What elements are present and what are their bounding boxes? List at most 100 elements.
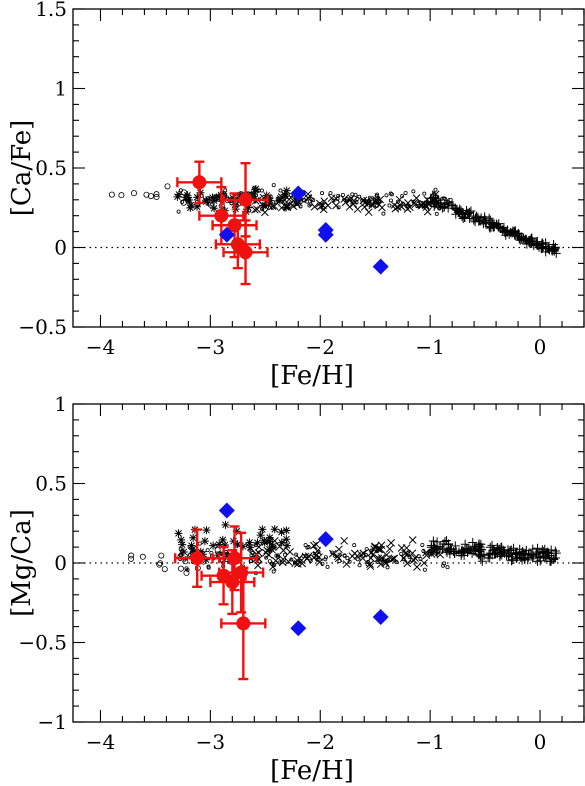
mg-ca-comparison-star <box>161 566 168 573</box>
mg-ca-comparison-star <box>535 556 545 566</box>
mg-ca-x-tick-label: −2 <box>306 730 335 754</box>
mg-ca-comparison-star <box>497 542 507 552</box>
mg-ca-y-tick-label: 0.5 <box>35 472 67 496</box>
mg-ca-comparison-star <box>310 541 318 550</box>
ca-fe-comparison-star <box>153 191 160 198</box>
ca-fe-comparison-star <box>336 205 341 210</box>
mg-ca-comparison-star <box>487 540 497 550</box>
ca-fe-comparison-star <box>210 204 219 213</box>
mg-ca-comparison-star <box>399 554 408 563</box>
mg-ca-comparison-star <box>378 554 386 562</box>
mg-ca-comparison-star <box>407 555 412 560</box>
ca-fe-comparison-star <box>270 205 275 210</box>
mg-ca-comparison-star <box>490 549 500 559</box>
ca-fe-comparison-star <box>260 207 265 212</box>
mg-ca-comparison-star <box>260 538 269 547</box>
mg-ca-comparison-star <box>277 560 282 565</box>
mg-ca-comparison-star <box>277 528 286 537</box>
ca-fe-comparison-star <box>384 193 389 198</box>
mg-ca-comparison-star <box>410 558 415 563</box>
ca-fe-comparison-star <box>236 190 245 199</box>
mg-ca-comparison-star <box>284 557 293 566</box>
ca-fe-blue-diamond-point <box>290 185 307 202</box>
mg-ca-comparison-star <box>306 545 311 550</box>
mg-ca-comparison-star <box>366 560 374 568</box>
mg-ca-comparison-star <box>375 545 384 554</box>
mg-ca-comparison-star <box>315 557 320 562</box>
ca-fe-comparison-star <box>331 198 336 203</box>
mg-ca-comparison-star <box>342 560 351 568</box>
ca-fe-comparison-star <box>108 191 115 198</box>
ca-fe-comparison-star <box>395 199 400 204</box>
ca-fe-comparison-star <box>357 194 362 199</box>
mg-ca-comparison-star <box>265 545 274 554</box>
mg-ca-data-series <box>174 502 389 681</box>
ca-fe-comparison-star <box>372 197 377 202</box>
mg-ca-comparison-star <box>298 559 303 564</box>
ca-fe-comparison-star <box>295 200 300 205</box>
mg-ca-comparison-star <box>233 540 242 549</box>
ca-fe-y-tick-label: 1.5 <box>35 0 67 21</box>
mg-ca-comparison-star <box>549 555 559 565</box>
mg-ca-comparison-star <box>363 552 368 557</box>
mg-ca-comparison-star <box>335 545 343 554</box>
ca-fe-comparison-star <box>321 206 326 211</box>
ca-fe-blue-diamond-point <box>372 258 389 275</box>
ca-fe-comparison-star <box>411 199 416 204</box>
ca-fe-red-star-point <box>222 219 269 286</box>
mg-ca-comparison-star <box>385 545 394 553</box>
ca-fe-comparison-star <box>344 199 349 204</box>
ca-fe-comparison-star <box>118 192 125 199</box>
ca-fe-comparison-star <box>193 193 202 202</box>
mg-ca-comparison-star <box>477 556 487 566</box>
ca-fe-x-tick-label: −3 <box>196 335 225 359</box>
mg-ca-comparison-star <box>275 554 280 559</box>
ca-fe-y-tick-label: −0.5 <box>18 315 67 339</box>
mg-ca-comparison-star <box>277 538 286 547</box>
mg-ca-comparison-star <box>265 533 274 542</box>
ca-fe-x-tick-label: −2 <box>306 335 335 359</box>
ca-fe-comparison-star <box>489 222 499 232</box>
ca-fe-x-ticks: −4 −3 −2 −1 0 <box>86 9 585 359</box>
ca-fe-data-series <box>176 160 389 286</box>
mg-ca-blue-diamond-point <box>317 531 334 548</box>
ca-fe-comparison-star <box>364 208 373 217</box>
mg-ca-comparison-star <box>368 551 377 559</box>
mg-ca-comparison-star <box>428 548 437 557</box>
mg-ca-comparison-star <box>177 535 186 544</box>
mg-ca-comparison-star <box>197 541 202 546</box>
mg-ca-comparison-star <box>308 559 313 564</box>
mg-ca-blue-diamond-point <box>290 620 307 637</box>
mg-ca-comparison-star <box>316 549 321 554</box>
ca-fe-comparison-star <box>387 203 392 208</box>
mg-ca-comparison-star <box>401 549 409 558</box>
ca-fe-comparison-star <box>480 212 490 222</box>
ca-fe-comparison-star <box>458 208 468 218</box>
ca-fe-comparison-star <box>442 196 447 201</box>
ca-fe-comparison-star <box>164 183 171 190</box>
mg-ca-comparison-star <box>397 544 406 552</box>
mg-ca-comparison-star <box>342 553 347 558</box>
ca-fe-comparison-star <box>271 183 276 188</box>
mg-ca-comparison-star <box>540 553 550 563</box>
mg-ca-comparison-star <box>206 564 211 569</box>
mg-ca-comparison-star <box>220 540 229 549</box>
mg-ca-comparison-star <box>314 554 319 559</box>
ca-fe-comparison-star <box>415 204 420 209</box>
mg-ca-comparison-star <box>304 552 313 560</box>
mg-ca-comparison-star <box>255 543 263 551</box>
ca-fe-comparison-star <box>422 203 431 212</box>
ca-fe-comparison-star <box>389 192 394 197</box>
mg-ca-comparison-star <box>445 565 450 570</box>
mg-ca-comparison-star <box>359 549 368 558</box>
ca-fe-comparison-star <box>327 194 336 202</box>
ca-fe-y-tick-label: 1 <box>54 77 67 101</box>
mg-ca-comparison-star <box>179 547 188 556</box>
ca-fe-y-tick-label: 0.5 <box>35 156 67 180</box>
ca-fe-comparison-star <box>485 223 495 233</box>
mg-ca-blue-diamond-point <box>218 502 235 519</box>
mg-ca-comparison-star <box>422 551 431 560</box>
ca-fe-comparison-star <box>251 205 259 214</box>
mg-ca-comparison-star <box>330 550 335 555</box>
ca-fe-comparison-star <box>526 233 536 243</box>
